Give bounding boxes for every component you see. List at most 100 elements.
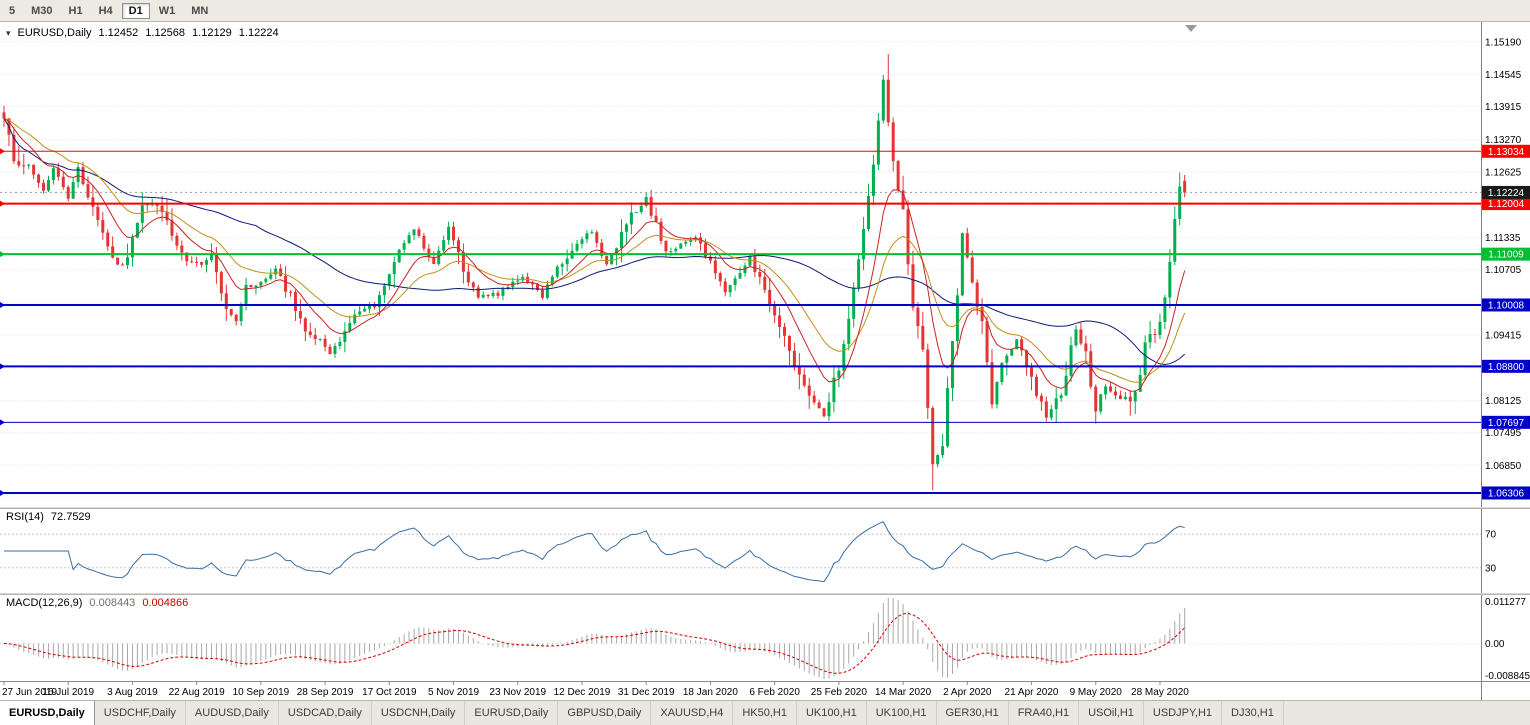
macd-scale-top: 0.011277 — [1485, 597, 1526, 608]
main-chart-pane[interactable]: 1.151901.145451.139151.132701.126251.113… — [0, 22, 1530, 507]
date-label: 9 May 2020 — [1070, 687, 1123, 698]
line-left-marker — [0, 148, 5, 154]
chart-tab-gbpusd-daily[interactable]: GBPUSD,Daily — [558, 701, 651, 725]
macd-name: MACD(12,26,9) — [6, 597, 82, 609]
svg-text:1.10008: 1.10008 — [1488, 300, 1525, 311]
svg-text:1.12004: 1.12004 — [1488, 199, 1525, 210]
timeframe-button-MN[interactable]: MN — [184, 3, 215, 19]
date-label: 28 Sep 2019 — [297, 687, 354, 698]
chart-shift-marker[interactable] — [1185, 25, 1197, 32]
timeframe-button-D1[interactable]: D1 — [122, 3, 150, 19]
chart-tab-uk100-h1[interactable]: UK100,H1 — [867, 701, 937, 725]
chart-legend: ▾ EURUSD,Daily 1.12452 1.12568 1.12129 1… — [6, 27, 279, 39]
date-label: 17 Oct 2019 — [362, 687, 417, 698]
timeframe-button-H1[interactable]: H1 — [62, 3, 90, 19]
price-badge: 1.08800 — [1482, 360, 1530, 373]
timeframe-toolbar: 5M30H1H4D1W1MN — [0, 0, 1530, 22]
chart-window: 1.151901.145451.139151.132701.126251.113… — [0, 22, 1530, 700]
timeframe-button-5[interactable]: 5 — [2, 3, 22, 19]
legend-close: 1.12224 — [239, 27, 279, 39]
timeframe-button-W1[interactable]: W1 — [152, 3, 183, 19]
price-axis-label: 1.13270 — [1485, 135, 1522, 146]
rsi-pane[interactable]: 70 30 — [0, 509, 1530, 593]
legend-low: 1.12129 — [192, 27, 232, 39]
chart-tab-usdchf-daily[interactable]: USDCHF,Daily — [95, 701, 186, 725]
line-left-marker — [0, 251, 5, 257]
price-axis-label: 1.08125 — [1485, 396, 1522, 407]
price-axis-label: 1.11335 — [1485, 233, 1521, 244]
rsi-level-label: 30 — [1485, 563, 1497, 574]
chart-tab-usdcad-daily[interactable]: USDCAD,Daily — [279, 701, 372, 725]
line-left-marker — [0, 490, 5, 496]
date-label: 18 Jan 2020 — [683, 687, 738, 698]
timeframe-button-M30[interactable]: M30 — [24, 3, 59, 19]
date-label: 6 Feb 2020 — [749, 687, 800, 698]
date-label: 16 Jul 2019 — [42, 687, 94, 698]
chart-tab-audusd-daily[interactable]: AUDUSD,Daily — [186, 701, 279, 725]
rsi-name: RSI(14) — [6, 511, 44, 523]
price-badge: 1.07697 — [1482, 416, 1530, 429]
rsi-level-label: 70 — [1485, 530, 1497, 541]
date-label: 31 Dec 2019 — [618, 687, 675, 698]
line-left-marker — [0, 302, 5, 308]
macd-pane[interactable]: 0.011277 0.00 -0.008845 — [0, 595, 1530, 681]
chart-dropdown-icon[interactable]: ▾ — [6, 28, 11, 39]
price-axis-label: 1.09415 — [1485, 331, 1522, 342]
chart-tab-eurusd-daily[interactable]: EURUSD,Daily — [0, 701, 95, 725]
ma-slow-line — [4, 119, 1185, 365]
price-axis-label: 1.06850 — [1485, 461, 1522, 472]
macd-histogram — [4, 598, 1185, 679]
price-axis-label: 1.12625 — [1485, 168, 1522, 179]
date-label: 14 Mar 2020 — [875, 687, 932, 698]
line-left-marker — [0, 201, 5, 207]
svg-text:1.08800: 1.08800 — [1488, 362, 1525, 373]
chart-tab-usdcnh-daily[interactable]: USDCNH,Daily — [372, 701, 466, 725]
chart-tab-uk100-h1[interactable]: UK100,H1 — [797, 701, 867, 725]
date-label: 22 Aug 2019 — [169, 687, 226, 698]
timeframe-button-H4[interactable]: H4 — [92, 3, 120, 19]
chart-tab-ger30-h1[interactable]: GER30,H1 — [937, 701, 1009, 725]
rsi-value: 72.7529 — [51, 511, 91, 523]
chart-tab-hk50-h1[interactable]: HK50,H1 — [733, 701, 797, 725]
date-label: 25 Feb 2020 — [811, 687, 868, 698]
chart-tab-usoil-h1[interactable]: USOil,H1 — [1079, 701, 1144, 725]
mt4-window: 5M30H1H4D1W1MN 1.151901.145451.139151.13… — [0, 0, 1530, 725]
date-label: 12 Dec 2019 — [554, 687, 611, 698]
rsi-label: RSI(14) 72.7529 — [6, 511, 91, 523]
date-label: 23 Nov 2019 — [489, 687, 546, 698]
macd-scale-zero: 0.00 — [1485, 639, 1505, 650]
svg-text:1.07697: 1.07697 — [1488, 418, 1525, 429]
chart-tab-fra40-h1[interactable]: FRA40,H1 — [1009, 701, 1079, 725]
price-axis-label: 1.13915 — [1485, 102, 1522, 113]
chart-tab-xauusd-h4[interactable]: XAUUSD,H4 — [651, 701, 733, 725]
legend-symbol: EURUSD,Daily — [18, 27, 92, 39]
legend-open: 1.12452 — [99, 27, 139, 39]
price-badge: 1.10008 — [1482, 298, 1530, 311]
price-axis-label: 1.15190 — [1485, 37, 1522, 48]
price-badge: 1.13034 — [1482, 145, 1530, 158]
chart-tabs-bar: EURUSD,DailyUSDCHF,DailyAUDUSD,DailyUSDC… — [0, 700, 1530, 725]
price-axis-label: 1.10705 — [1485, 265, 1522, 276]
price-badge: 1.12004 — [1482, 197, 1530, 210]
legend-high: 1.12568 — [145, 27, 185, 39]
candles — [3, 54, 1187, 490]
price-badge: 1.11009 — [1482, 248, 1530, 261]
price-badge: 1.12224 — [1482, 186, 1530, 199]
line-left-marker — [0, 419, 5, 425]
chart-tab-usdjpy-h1[interactable]: USDJPY,H1 — [1144, 701, 1222, 725]
macd-signal-value: 0.004866 — [142, 597, 188, 609]
chart-tab-dj30-h1[interactable]: DJ30,H1 — [1222, 701, 1284, 725]
macd-main-value: 0.008443 — [89, 597, 135, 609]
price-badge: 1.06306 — [1482, 486, 1530, 499]
rsi-line — [4, 522, 1185, 582]
line-left-marker — [0, 363, 5, 369]
date-label: 21 Apr 2020 — [1005, 687, 1059, 698]
svg-text:1.13034: 1.13034 — [1488, 147, 1525, 158]
chart-tab-eurusd-daily[interactable]: EURUSD,Daily — [465, 701, 558, 725]
svg-text:1.06306: 1.06306 — [1488, 488, 1525, 499]
date-axis[interactable]: 27 Jun 201916 Jul 20193 Aug 201922 Aug 2… — [0, 681, 1530, 700]
date-label: 2 Apr 2020 — [943, 687, 992, 698]
price-axis-label: 1.07495 — [1485, 428, 1522, 439]
date-label: 10 Sep 2019 — [233, 687, 290, 698]
macd-scale-bottom: -0.008845 — [1485, 671, 1530, 681]
